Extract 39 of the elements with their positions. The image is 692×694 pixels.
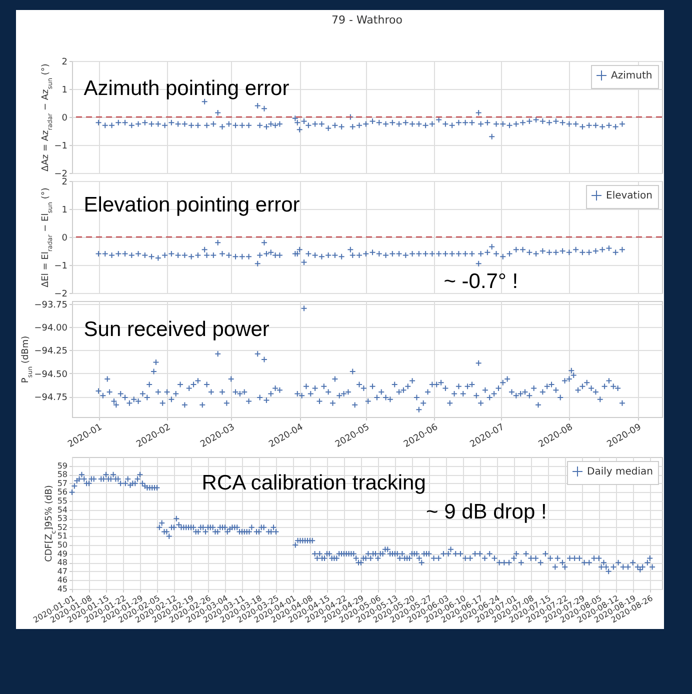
annotation: Elevation pointing error <box>84 194 300 217</box>
y-tick-label: −94.75 <box>34 393 68 404</box>
y-tick-label: −1 <box>54 262 68 272</box>
y-tick-label: 51 <box>57 532 68 541</box>
chart-title: 79 - Wathroo <box>332 14 403 27</box>
y-tick-label: 55 <box>57 496 68 506</box>
y-tick-label: 52 <box>57 522 68 532</box>
annotation: Sun received power <box>84 318 270 341</box>
y-tick-label: 0 <box>62 234 68 244</box>
y-tick-label: 2 <box>62 178 68 188</box>
y-tick-label: 49 <box>57 549 68 558</box>
y-tick-label: −93.75 <box>34 300 68 310</box>
y-tick-label: 48 <box>57 558 68 568</box>
y-tick-label: −94.00 <box>34 323 68 334</box>
legend-label: Azimuth <box>611 70 652 82</box>
y-tick-label: −1 <box>54 142 68 152</box>
y-tick-label: 46 <box>57 576 68 585</box>
annotation: Azimuth pointing error <box>84 77 290 100</box>
y-tick-label: 1 <box>62 206 68 216</box>
y-tick-label: 47 <box>57 566 68 576</box>
y-tick-label: 0 <box>62 114 68 124</box>
y-tick-label: 45 <box>57 584 68 594</box>
y-tick-label: −94.25 <box>34 346 68 357</box>
y-tick-label: 50 <box>57 540 68 550</box>
annotation: ~ -0.7° ! <box>444 270 518 293</box>
legend-label: Daily median <box>587 466 653 478</box>
annotation: RCA calibration tracking <box>202 471 426 494</box>
y-tick-label: −94.50 <box>34 370 68 380</box>
y-tick-label: −2 <box>54 290 68 300</box>
y-tick-label: 58 <box>57 470 68 480</box>
y-tick-label: 53 <box>57 514 68 524</box>
annotation: ~ 9 dB drop ! <box>426 500 547 524</box>
y-tick-label: 54 <box>57 505 68 514</box>
y-tick-label: 59 <box>57 461 68 470</box>
legend-label: Elevation <box>606 190 652 202</box>
y-tick-label: 57 <box>57 478 68 488</box>
y-tick-label: 1 <box>62 86 68 96</box>
y-tick-label: 2 <box>62 58 68 68</box>
y-tick-label: 56 <box>57 488 68 497</box>
